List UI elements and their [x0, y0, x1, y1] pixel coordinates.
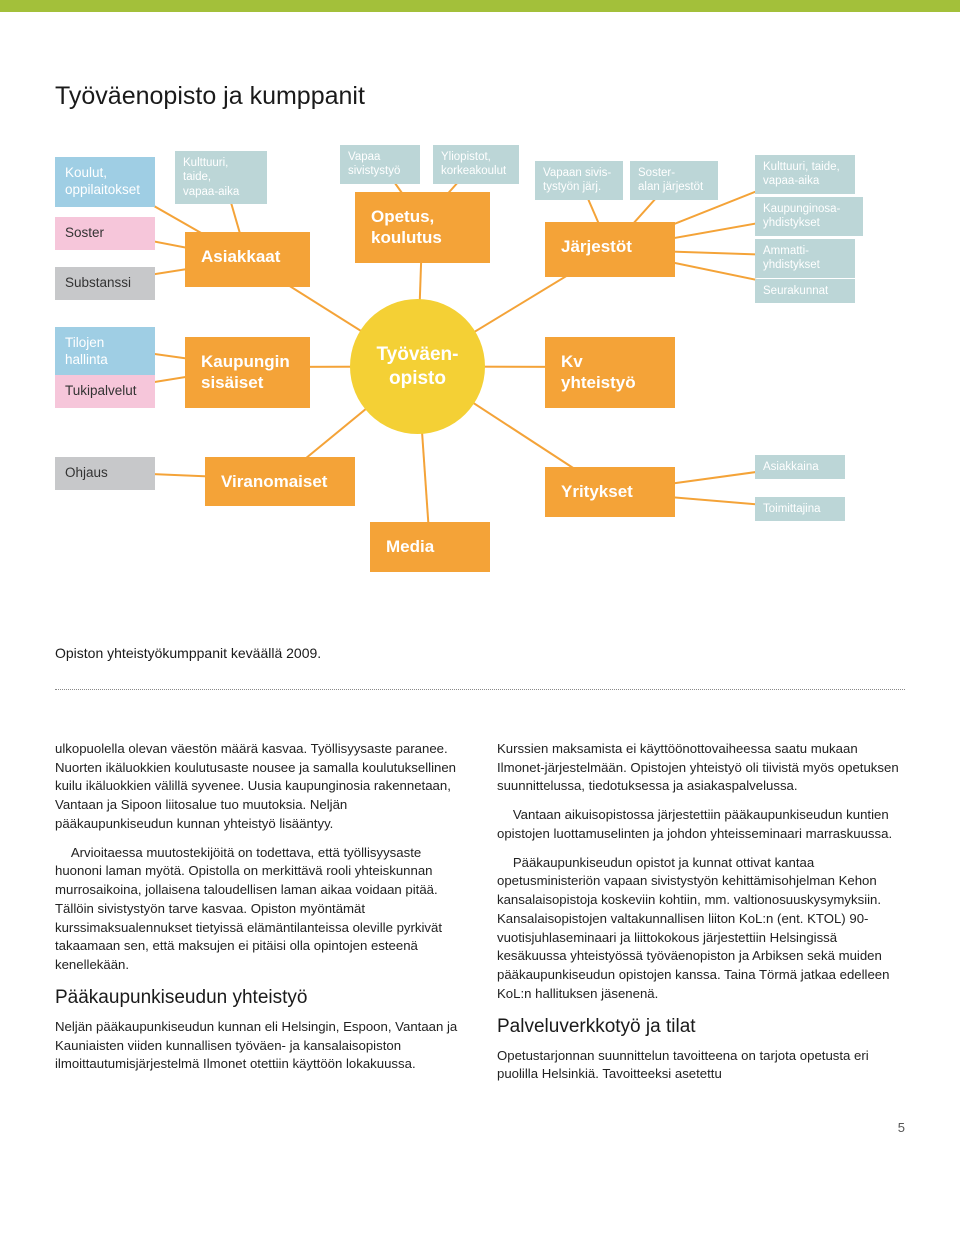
- page-title: Työväenopisto ja kumppanit: [55, 82, 905, 111]
- node-media: Media: [370, 522, 490, 572]
- node-vapaa_siv: Vapaasivistystyö: [340, 145, 420, 184]
- node-vapaan: Vapaan sivis-tystyön järj.: [535, 161, 623, 200]
- node-asiakkaina: Asiakkaina: [755, 455, 845, 479]
- node-sosteralan: Soster-alan järjestöt: [630, 161, 718, 200]
- node-tyovaen: Työväen-opisto: [350, 299, 485, 434]
- node-soster: Soster: [55, 217, 155, 250]
- node-kulttuuri_l: Kulttuuri, taide,vapaa-aika: [175, 151, 267, 204]
- node-ohjaus: Ohjaus: [55, 457, 155, 490]
- body-heading: Palveluverkkotyö ja tilat: [497, 1014, 905, 1041]
- body-paragraph: Opetustarjonnan suunnittelun tavoitteena…: [497, 1047, 905, 1084]
- node-tilojen: Tilojenhallinta: [55, 327, 155, 377]
- body-paragraph: Vantaan aikuisopistossa järjestettiin pä…: [497, 806, 905, 843]
- node-substanssi: Substanssi: [55, 267, 155, 300]
- node-tukipalv: Tukipalvelut: [55, 375, 155, 408]
- node-yliopistot: Yliopistot,korkeakoulut: [433, 145, 519, 184]
- node-kaupungino: Kaupunginosa-yhdistykset: [755, 197, 863, 236]
- body-paragraph: Pääkaupunkiseudun opistot ja kunnat otti…: [497, 854, 905, 1004]
- body-text-columns: ulkopuolella olevan väestön määrä kasvaa…: [55, 740, 905, 1084]
- node-viranom: Viranomaiset: [205, 457, 355, 506]
- node-toimitta: Toimittajina: [755, 497, 845, 521]
- node-jarjestot: Järjestöt: [545, 222, 675, 277]
- node-kulttuuri_r: Kulttuuri, taide,vapaa-aika: [755, 155, 855, 194]
- node-opetus: Opetus,koulutus: [355, 192, 490, 263]
- body-paragraph: Arvioitaessa muutostekijöitä on todettav…: [55, 844, 463, 975]
- partner-diagram: Koulut,oppilaitokset Soster Substanssi Kult…: [55, 137, 905, 627]
- node-asiakkaat: Asiakkaat: [185, 232, 310, 287]
- page-number: 5: [55, 1120, 905, 1135]
- node-kv: Kvyhteistyö: [545, 337, 675, 408]
- node-ammatti: Ammatti-yhdistykset: [755, 239, 855, 278]
- dotted-divider: [55, 689, 905, 690]
- top-accent-bar: [0, 0, 960, 12]
- node-sisaiset: Kaupunginsisäiset: [185, 337, 310, 408]
- diagram-caption: Opiston yhteistyökumppanit keväällä 2009…: [55, 645, 905, 661]
- page-container: Työväenopisto ja kumppanit Koulut,oppila…: [0, 12, 960, 1175]
- node-koulut: Koulut,oppilaitokset: [55, 157, 155, 207]
- body-paragraph: ulkopuolella olevan väestön määrä kasvaa…: [55, 740, 463, 834]
- node-seurakunnat: Seurakunnat: [755, 279, 855, 303]
- body-heading: Pääkaupunkiseudun yhteistyö: [55, 985, 463, 1012]
- node-yritykset: Yritykset: [545, 467, 675, 517]
